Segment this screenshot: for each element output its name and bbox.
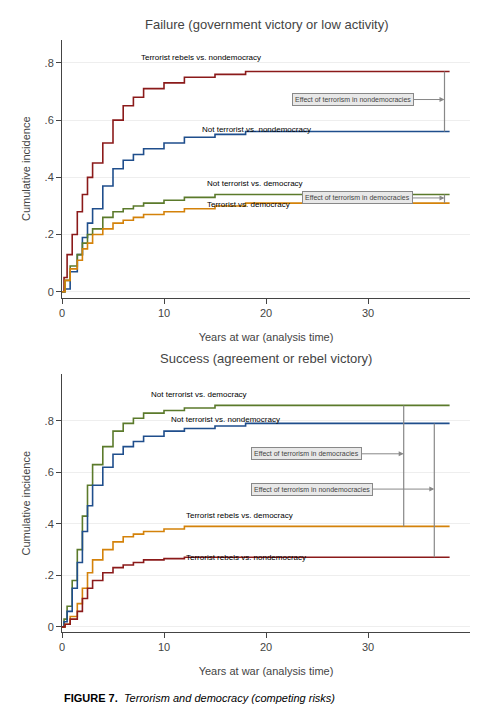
svg-text:Not terrorist vs. democracy: Not terrorist vs. democracy: [151, 390, 247, 399]
svg-text:30: 30: [362, 641, 374, 653]
svg-text:.4: .4: [45, 171, 54, 183]
svg-text:Effect of terrorism in nondemo: Effect of terrorism in nondemocracies: [295, 96, 411, 103]
svg-text:0: 0: [59, 641, 65, 653]
svg-text:Effect of terrorism in democra: Effect of terrorism in democracies: [254, 450, 359, 457]
svg-text:20: 20: [260, 641, 272, 653]
svg-text:.8: .8: [45, 415, 54, 427]
svg-text:.6: .6: [45, 114, 54, 126]
svg-text:Failure (government victory or: Failure (government victory or low activ…: [145, 17, 388, 32]
svg-text:Terrorist rebels vs. nondemocr: Terrorist rebels vs. nondemocracy: [141, 53, 261, 62]
svg-text:.2: .2: [45, 569, 54, 581]
svg-text:Terrorist rebels vs. democracy: Terrorist rebels vs. democracy: [186, 511, 293, 520]
svg-text:Not terrorist vs. nondemocracy: Not terrorist vs. nondemocracy: [202, 125, 311, 134]
svg-text:10: 10: [158, 641, 170, 653]
svg-text:Not terrorist vs. democracy: Not terrorist vs. democracy: [207, 179, 303, 188]
svg-text:0: 0: [59, 307, 65, 319]
svg-text:.2: .2: [45, 228, 54, 240]
svg-text:30: 30: [362, 307, 374, 319]
svg-text:Terrorist rebels vs. nondemocr: Terrorist rebels vs. nondemocracy: [186, 553, 306, 562]
svg-text:.6: .6: [45, 466, 54, 478]
svg-text:Effect of terrorism in nondemo: Effect of terrorism in nondemocracies: [254, 486, 370, 493]
svg-text:.8: .8: [45, 57, 54, 69]
svg-text:Success (agreement or rebel vi: Success (agreement or rebel victory): [160, 351, 372, 366]
svg-text:0: 0: [48, 286, 54, 298]
svg-text:.4: .4: [45, 518, 54, 530]
svg-text:10: 10: [158, 307, 170, 319]
svg-text:Years at war (analysis time): Years at war (analysis time): [199, 665, 334, 677]
svg-text:Years at war (analysis time): Years at war (analysis time): [199, 331, 334, 343]
svg-text:Cumulative incidence: Cumulative incidence: [20, 116, 32, 221]
svg-text:Terrorist vs. democracy: Terrorist vs. democracy: [207, 200, 290, 209]
svg-text:FIGURE 7. Terrorism and democ: FIGURE 7. Terrorism and democracy (compe…: [64, 692, 335, 704]
svg-text:0: 0: [48, 621, 54, 633]
svg-text:Not terrorist vs. nondemocracy: Not terrorist vs. nondemocracy: [171, 415, 280, 424]
svg-text:Effect of terrorism in democra: Effect of terrorism in democracies: [305, 194, 410, 201]
svg-text:20: 20: [260, 307, 272, 319]
svg-text:Cumulative incidence: Cumulative incidence: [20, 451, 32, 556]
